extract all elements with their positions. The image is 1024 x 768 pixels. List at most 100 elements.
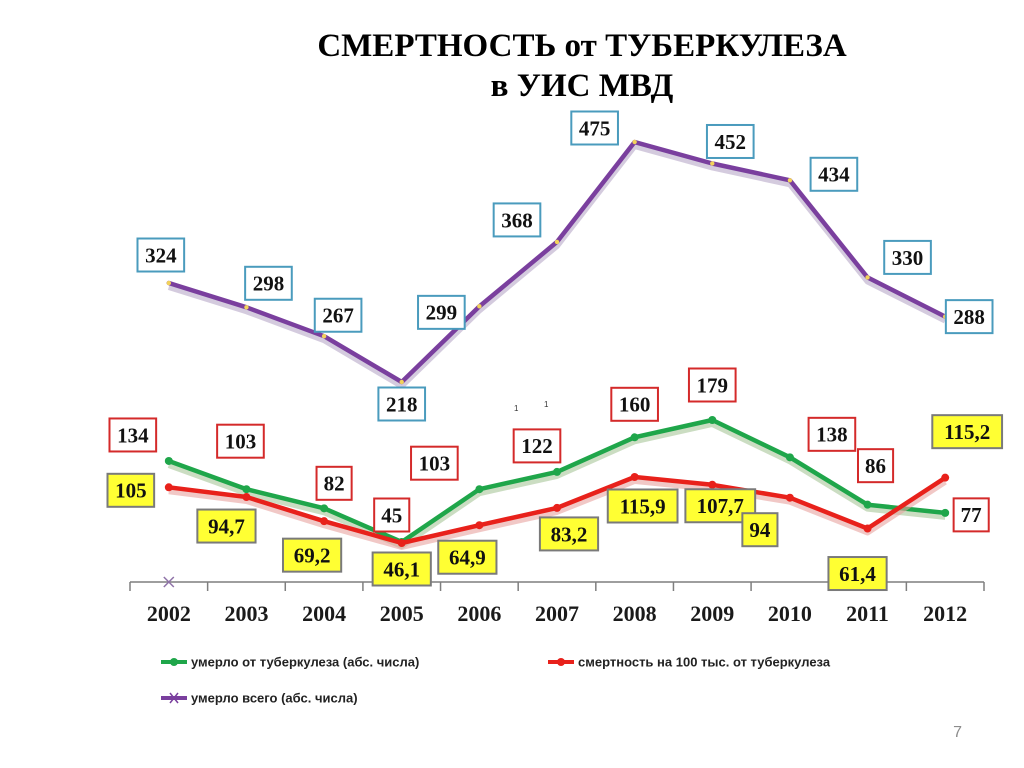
title-line-2: в УИС МВД	[490, 68, 674, 104]
data-label: 115,9	[620, 494, 666, 518]
x-tick-label: 2006	[457, 601, 501, 626]
data-label: 77	[961, 503, 982, 527]
data-point	[553, 503, 561, 512]
title-line-1: СМЕРТНОСТЬ от ТУБЕРКУЛЕЗА	[317, 28, 847, 64]
data-label: 94,7	[208, 514, 245, 538]
data-label-box	[952, 497, 990, 533]
data-label-box	[538, 516, 600, 552]
data-point	[863, 524, 872, 533]
data-point	[708, 480, 717, 489]
data-label: 179	[697, 373, 729, 397]
data-point	[242, 493, 251, 502]
data-point	[244, 305, 249, 310]
data-label: 105	[115, 479, 147, 503]
x-tick-label: 2005	[380, 601, 424, 626]
legend-label: смертность на 100 тыс. от туберкулеза	[578, 655, 831, 670]
data-label-box	[512, 428, 562, 464]
data-point	[166, 280, 172, 286]
data-label: 103	[419, 452, 451, 476]
data-point	[242, 485, 251, 494]
data-point	[397, 539, 406, 547]
data-label-box	[377, 386, 427, 422]
data-label: 434	[818, 163, 850, 187]
data-label-box	[809, 156, 859, 192]
data-label-box	[684, 488, 757, 524]
data-label-box	[437, 539, 498, 575]
data-label: 452	[715, 130, 747, 154]
data-label: 122	[521, 434, 553, 458]
data-label: 45	[381, 503, 402, 527]
axis-cross-marker	[163, 576, 175, 588]
data-label: 218	[386, 392, 418, 416]
data-label-box	[606, 488, 679, 524]
data-label: 115,2	[944, 420, 990, 444]
data-label: 134	[117, 423, 149, 447]
x-tick-label: 2010	[768, 601, 812, 626]
legend-swatch-marker	[557, 658, 565, 666]
x-tick-label: 2009	[690, 601, 734, 626]
x-tick-label: 2003	[224, 601, 268, 626]
data-label-box	[570, 110, 619, 146]
data-point	[787, 178, 793, 183]
data-label: 160	[619, 393, 651, 417]
series-line-shadow	[167, 143, 947, 389]
data-point	[630, 473, 639, 481]
legend-swatch-marker	[170, 658, 178, 666]
data-point	[320, 504, 329, 513]
data-label: 46,1	[383, 557, 420, 581]
data-point	[632, 139, 637, 145]
data-point	[475, 521, 484, 530]
data-label-box	[944, 299, 994, 335]
data-point	[941, 508, 950, 517]
data-label-box	[216, 423, 265, 459]
data-point	[941, 473, 950, 482]
data-point	[554, 239, 560, 245]
data-label: 368	[501, 208, 533, 232]
data-label-box	[687, 367, 737, 403]
data-label-box	[883, 239, 932, 275]
slide-title: СМЕРТНОСТЬ от ТУБЕРКУЛЕЗА в УИС МВД	[0, 26, 1024, 106]
data-point	[475, 485, 484, 494]
data-point	[399, 379, 404, 385]
data-label: 94	[749, 518, 771, 542]
data-label-box	[106, 472, 156, 508]
x-tick-label: 2008	[613, 601, 657, 626]
data-label-box	[313, 297, 363, 333]
x-tick-label: 2007	[535, 601, 579, 626]
data-label-box	[108, 417, 158, 453]
data-point	[321, 334, 327, 339]
data-label: 82	[324, 472, 345, 496]
series-line-shadow	[167, 421, 946, 549]
data-point	[863, 500, 872, 509]
x-tick-label: 2002	[147, 601, 191, 626]
data-label: 86	[865, 454, 886, 478]
data-label: 298	[253, 272, 285, 296]
data-label-box	[373, 497, 411, 533]
data-label: 299	[426, 301, 458, 325]
x-tick-label: 2004	[302, 601, 346, 626]
data-label-box	[492, 202, 542, 238]
x-tick-label: 2011	[846, 601, 889, 626]
data-label-box	[417, 294, 466, 330]
data-point	[708, 416, 717, 424]
page-number: 7	[953, 724, 962, 741]
data-point	[164, 483, 173, 492]
data-label: 324	[145, 243, 177, 267]
data-label: 61,4	[839, 562, 876, 586]
data-point	[477, 304, 482, 309]
data-label-box	[856, 448, 895, 484]
x-tick-label: 2012	[923, 601, 967, 626]
data-point	[164, 456, 173, 465]
data-point	[630, 433, 639, 442]
data-label-box	[931, 414, 1004, 450]
data-point	[785, 453, 794, 462]
data-label-box	[244, 265, 293, 301]
legend-label: умерло от туберкулеза (абс. числа)	[191, 655, 419, 670]
data-point	[710, 161, 715, 166]
data-label: 107,7	[697, 494, 744, 518]
data-label-box	[827, 556, 888, 592]
stray-mark: 1	[514, 404, 519, 413]
data-label-box	[705, 123, 755, 159]
data-label-box	[136, 237, 186, 273]
